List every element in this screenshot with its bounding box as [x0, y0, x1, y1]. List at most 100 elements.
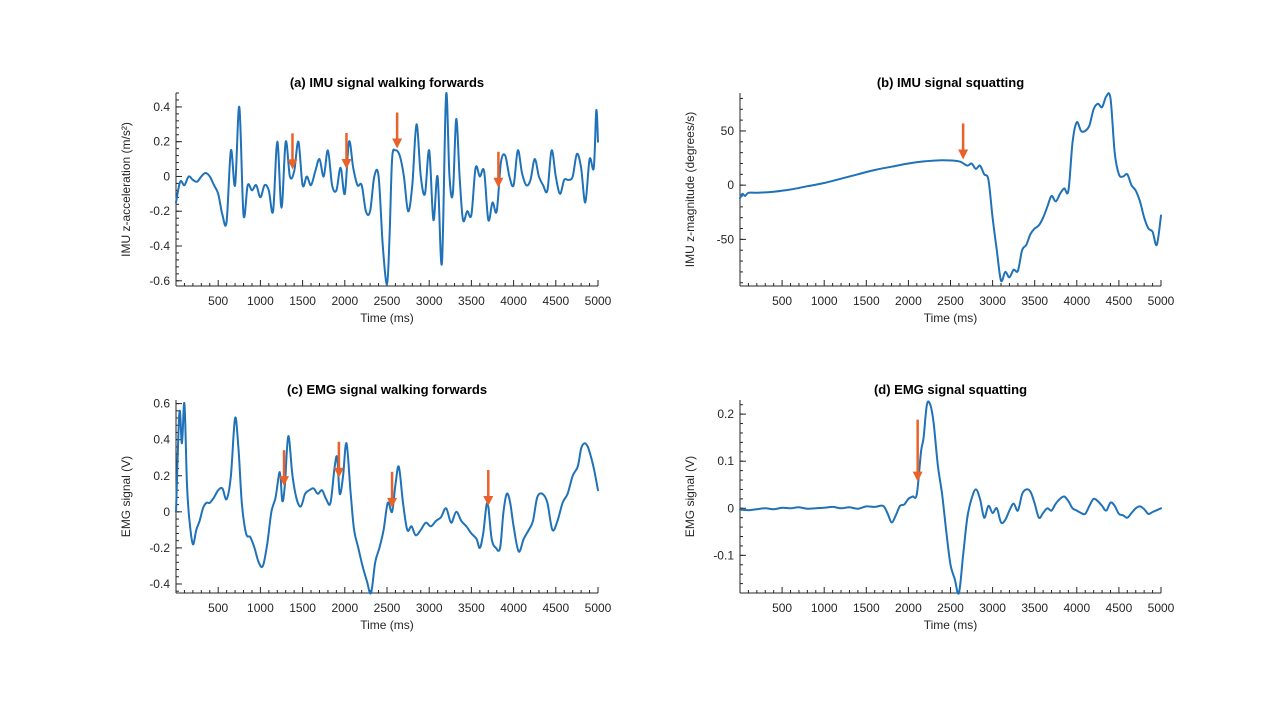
series-line	[175, 402, 599, 595]
annotation-arrow	[392, 112, 403, 149]
chart-d: (d) EMG signal squatting 500 1000 1500 2000 2…	[683, 382, 1175, 632]
y-tick-label: 0.2	[153, 135, 170, 149]
series-line	[739, 92, 1162, 283]
x-axis-label: Time (ms)	[360, 618, 414, 632]
chart-title: (a) IMU signal walking forwards	[290, 75, 484, 90]
y-tick-label: 50	[721, 124, 735, 138]
x-tick-label: 500	[772, 601, 792, 615]
x-tick-label: 4500	[542, 601, 569, 615]
x-tick-label: 2500	[937, 294, 964, 308]
y-tick-label: 0.6	[153, 397, 170, 411]
annotation-arrow	[387, 471, 398, 508]
x-tick-label: 3500	[458, 294, 485, 308]
x-tick-label: 1500	[289, 294, 316, 308]
y-tick-label: -0.4	[149, 239, 170, 253]
x-tick-label: 3500	[1021, 601, 1048, 615]
y-tick-label: 0	[727, 501, 734, 515]
x-tick-label: 3500	[458, 601, 485, 615]
x-tick-label: 2500	[937, 601, 964, 615]
annotation-arrow	[958, 123, 969, 160]
x-tick-label: 4500	[1106, 601, 1133, 615]
chart-title: (c) EMG signal walking forwards	[287, 382, 487, 397]
arrow-head	[279, 476, 290, 487]
x-tick-label: 5000	[585, 294, 612, 308]
y-tick-label: 0.4	[153, 433, 170, 447]
chart-a: (a) IMU signal walking forwards 500 1000 15…	[119, 75, 612, 325]
annotation-arrow	[287, 133, 298, 170]
y-axis-label: IMU z-magnitude (degrees/s)	[683, 112, 697, 267]
x-axis-label: Time (ms)	[924, 311, 978, 325]
x-tick-label: 2500	[374, 601, 401, 615]
y-axis-label: EMG signal (V)	[119, 456, 133, 537]
x-tick-label: 1000	[247, 294, 274, 308]
arrow-head	[333, 467, 344, 478]
x-tick-label: 3000	[979, 601, 1006, 615]
arrow-head	[483, 496, 494, 507]
x-tick-label: 1000	[811, 294, 838, 308]
x-tick-label: 3500	[1021, 294, 1048, 308]
x-tick-label: 1000	[247, 601, 274, 615]
y-tick-label: 0	[163, 505, 170, 519]
y-tick-label: 0.2	[717, 407, 734, 421]
x-axis-label: Time (ms)	[924, 618, 978, 632]
x-tick-label: 500	[208, 601, 228, 615]
x-tick-label: 500	[208, 294, 228, 308]
annotation-arrow	[493, 151, 504, 188]
x-tick-label: 4000	[1063, 294, 1090, 308]
annotation-arrow	[333, 441, 344, 478]
arrow-head	[958, 149, 969, 160]
x-tick-label: 3000	[416, 601, 443, 615]
chart-c: (c) EMG signal walking forwards 500 1000 15…	[119, 382, 612, 632]
x-tick-label: 4500	[542, 294, 569, 308]
y-tick-label: 0.2	[153, 469, 170, 483]
x-tick-label: 4000	[1063, 601, 1090, 615]
y-tick-label: 0	[163, 169, 170, 183]
annotation-arrow	[912, 419, 923, 482]
y-axis-label: EMG signal (V)	[683, 456, 697, 537]
annotation-arrow	[483, 470, 494, 507]
y-tick-label: -0.4	[149, 577, 170, 591]
y-tick-label: 0.1	[717, 454, 734, 468]
arrow-head	[387, 497, 398, 508]
x-tick-label: 2000	[895, 294, 922, 308]
x-tick-label: 500	[772, 294, 792, 308]
x-tick-label: 2000	[331, 294, 358, 308]
y-tick-label: -0.6	[149, 274, 170, 288]
x-tick-label: 2500	[374, 294, 401, 308]
y-tick-label: 0	[727, 178, 734, 192]
x-tick-label: 1000	[811, 601, 838, 615]
chart-title: (d) EMG signal squatting	[874, 382, 1027, 397]
x-axis-label: Time (ms)	[360, 311, 414, 325]
series-line	[175, 91, 599, 286]
y-tick-label: -0.2	[149, 204, 170, 218]
arrow-head	[912, 471, 923, 482]
y-tick-label: -50	[717, 232, 735, 246]
y-tick-label: -0.2	[149, 541, 170, 555]
y-axis-label: IMU z-acceleration (m/s²)	[119, 122, 133, 257]
x-tick-label: 5000	[585, 601, 612, 615]
arrow-head	[392, 138, 403, 149]
annotation-arrow	[341, 132, 352, 169]
x-tick-label: 4000	[500, 294, 527, 308]
x-tick-label: 2000	[331, 601, 358, 615]
y-tick-label: 0.4	[153, 100, 170, 114]
x-tick-label: 1500	[289, 601, 316, 615]
x-tick-label: 2000	[895, 601, 922, 615]
arrow-head	[287, 159, 298, 170]
annotation-arrow	[279, 450, 290, 487]
y-tick-label: -0.1	[713, 548, 734, 562]
x-tick-label: 3000	[416, 294, 443, 308]
x-tick-label: 5000	[1148, 601, 1175, 615]
x-tick-label: 4500	[1106, 294, 1133, 308]
x-tick-label: 1500	[853, 601, 880, 615]
arrow-head	[493, 177, 504, 188]
arrow-head	[341, 158, 352, 169]
x-tick-label: 5000	[1148, 294, 1175, 308]
x-tick-label: 4000	[500, 601, 527, 615]
chart-title: (b) IMU signal squatting	[877, 75, 1024, 90]
series-line	[739, 400, 1162, 595]
x-tick-label: 1500	[853, 294, 880, 308]
x-tick-label: 3000	[979, 294, 1006, 308]
